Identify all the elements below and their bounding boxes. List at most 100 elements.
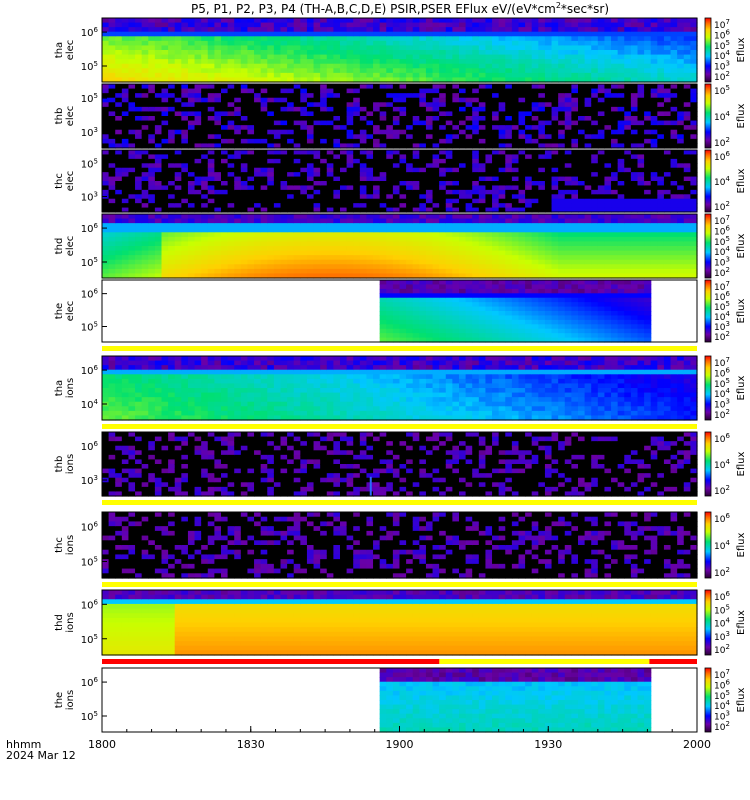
- cell: [412, 106, 420, 113]
- cell: [478, 77, 487, 83]
- cell: [194, 172, 202, 178]
- cell: [558, 106, 566, 113]
- cell: [234, 138, 242, 145]
- cell: [392, 158, 401, 164]
- cell: [168, 93, 176, 99]
- cell: [677, 22, 685, 28]
- cell: [386, 111, 394, 117]
- cell: [293, 250, 301, 256]
- cell: [657, 36, 665, 42]
- cell: [677, 172, 685, 178]
- cell: [227, 111, 235, 117]
- cell: [306, 158, 315, 164]
- cell: [591, 84, 599, 90]
- cell: [168, 194, 176, 200]
- cell: [538, 236, 546, 243]
- cell: [280, 120, 288, 126]
- cell: [240, 259, 249, 265]
- cell: [538, 27, 546, 33]
- cell: [452, 68, 460, 74]
- cell: [320, 227, 328, 233]
- cell: [445, 273, 453, 279]
- cell: [459, 232, 467, 238]
- cell: [260, 176, 268, 182]
- cell: [637, 181, 645, 187]
- cell: [630, 194, 639, 200]
- cell: [425, 268, 434, 275]
- cell: [287, 167, 295, 173]
- cell: [201, 218, 209, 224]
- cell: [465, 189, 473, 195]
- cell: [492, 203, 500, 209]
- cell: [617, 54, 625, 60]
- cell: [221, 54, 229, 60]
- cell: [544, 143, 553, 149]
- cell: [326, 40, 334, 47]
- cell: [102, 97, 110, 103]
- cell: [525, 116, 533, 122]
- cell: [525, 185, 533, 191]
- cell: [214, 223, 222, 229]
- cell: [260, 163, 268, 169]
- cell: [465, 250, 473, 256]
- cell: [459, 255, 467, 261]
- cell: [611, 150, 619, 156]
- cell: [366, 97, 374, 103]
- cell: [333, 45, 341, 51]
- cell: [478, 154, 487, 160]
- cell: [234, 59, 242, 65]
- cell: [432, 125, 440, 131]
- cell: [650, 125, 658, 131]
- cell: [425, 93, 434, 99]
- cell: [306, 134, 315, 140]
- cell: [472, 77, 480, 83]
- cell: [538, 218, 546, 224]
- cell: [154, 125, 163, 131]
- cell: [300, 54, 308, 60]
- cell: [247, 125, 255, 131]
- cell: [406, 255, 414, 261]
- cell: [333, 241, 341, 247]
- cell: [571, 36, 579, 42]
- cell: [221, 172, 229, 178]
- cell: [650, 154, 658, 160]
- cell: [128, 172, 136, 178]
- cell: [108, 232, 116, 238]
- cell: [683, 154, 691, 160]
- cell: [214, 102, 222, 108]
- cell: [333, 268, 341, 275]
- cell: [359, 223, 368, 229]
- cell: [161, 198, 169, 204]
- cell: [273, 72, 282, 79]
- cell: [630, 198, 639, 204]
- cell: [187, 250, 196, 256]
- cell: [624, 106, 632, 113]
- cell: [234, 268, 242, 275]
- cell: [168, 125, 176, 131]
- cell: [273, 93, 282, 99]
- cell: [148, 176, 156, 182]
- cell: [320, 27, 328, 33]
- cell: [194, 167, 202, 173]
- cell: [287, 77, 295, 83]
- cell: [578, 264, 586, 270]
- cell: [280, 232, 288, 238]
- cell: [161, 181, 169, 187]
- cell: [558, 232, 566, 238]
- cell: [227, 218, 235, 224]
- cell: [439, 77, 447, 83]
- cell: [544, 97, 553, 103]
- cell: [353, 97, 361, 103]
- cell: [293, 59, 301, 65]
- cell: [591, 134, 599, 140]
- cell: [690, 72, 698, 79]
- cell: [392, 232, 401, 238]
- cell: [273, 36, 282, 42]
- cell: [578, 138, 586, 145]
- cell: [584, 54, 592, 60]
- cell: [650, 185, 658, 191]
- cell: [558, 36, 566, 42]
- cell: [373, 223, 381, 229]
- cell: [498, 59, 506, 65]
